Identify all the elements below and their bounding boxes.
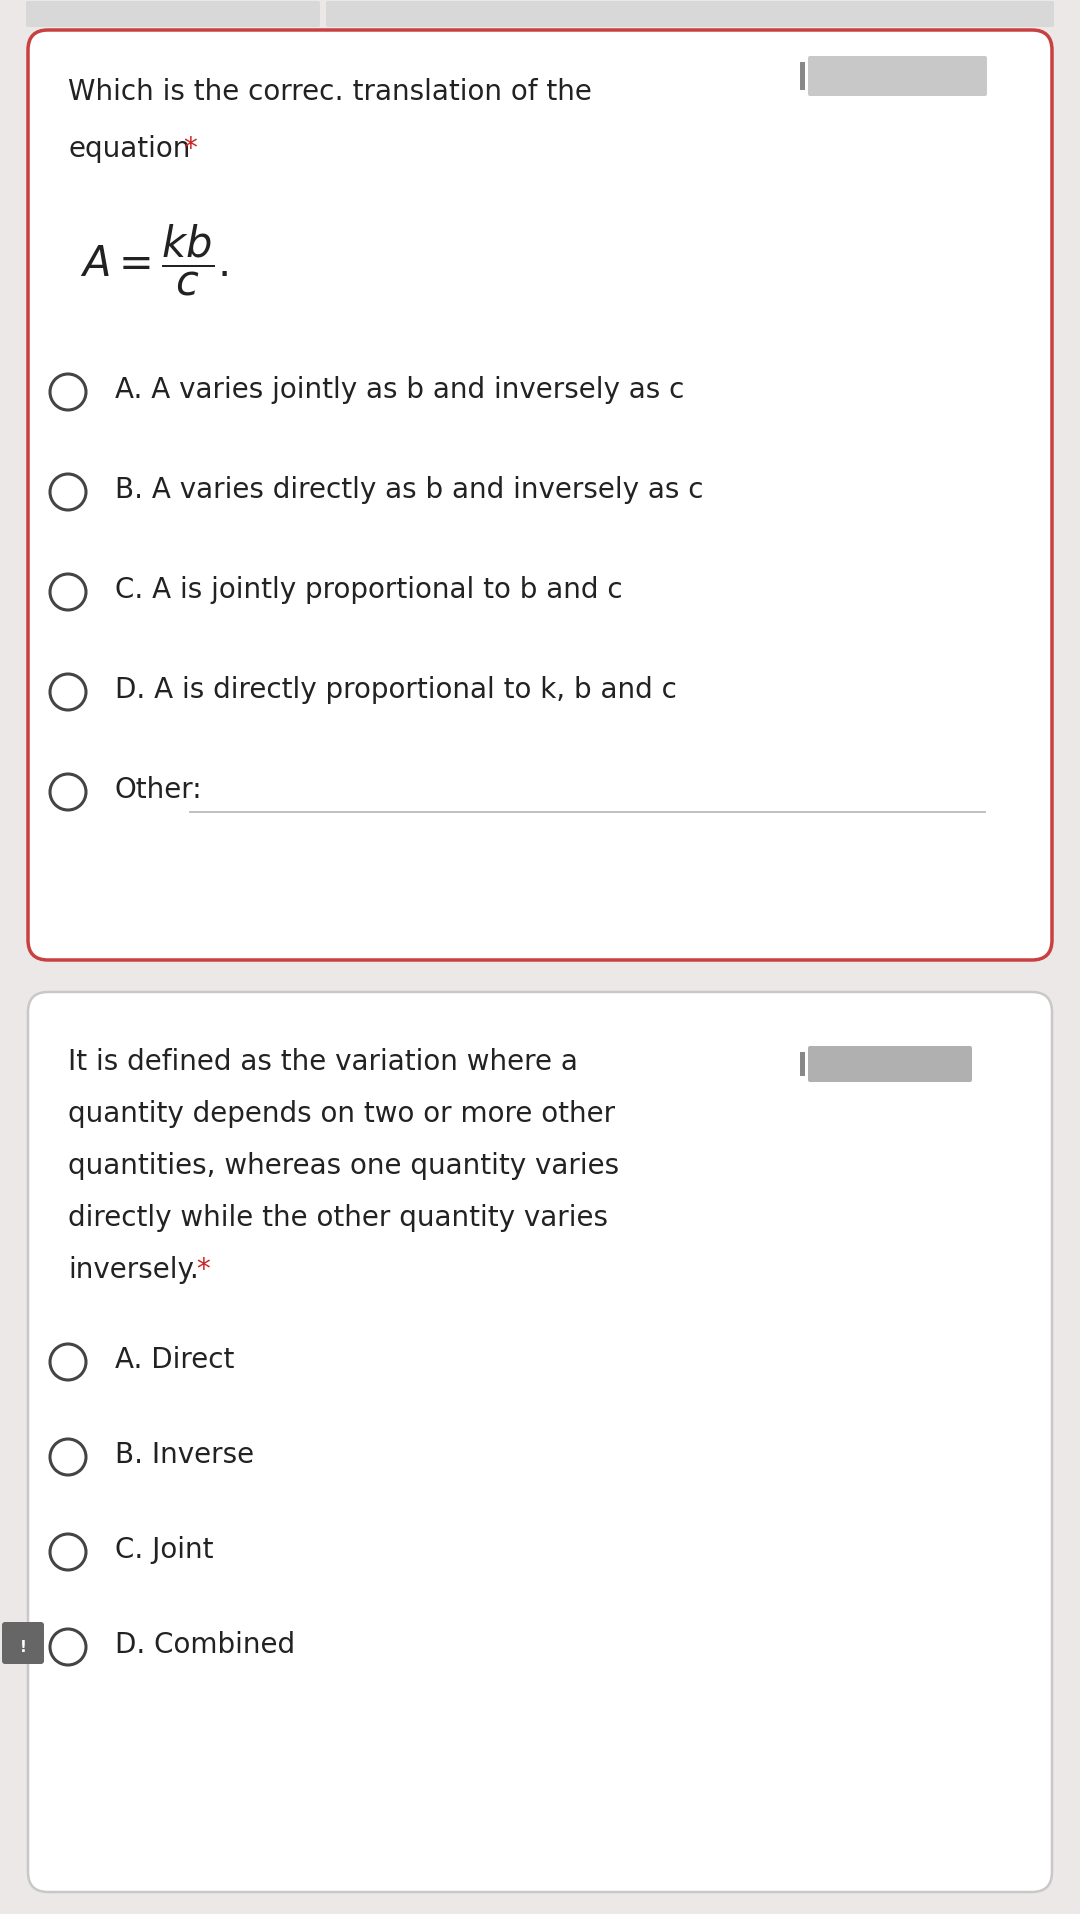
Text: D. Combined: D. Combined xyxy=(114,1631,295,1659)
FancyBboxPatch shape xyxy=(2,1621,44,1663)
Text: B. A varies directly as b and inversely as c: B. A varies directly as b and inversely … xyxy=(114,477,703,503)
Text: directly while the other quantity varies: directly while the other quantity varies xyxy=(68,1204,608,1233)
Bar xyxy=(800,1053,805,1076)
FancyBboxPatch shape xyxy=(26,2,320,27)
Text: A. Direct: A. Direct xyxy=(114,1346,234,1374)
Text: C. A is jointly proportional to b and c: C. A is jointly proportional to b and c xyxy=(114,576,623,605)
FancyBboxPatch shape xyxy=(808,56,987,96)
FancyBboxPatch shape xyxy=(28,31,1052,961)
Bar xyxy=(800,61,805,90)
Text: quantities, whereas one quantity varies: quantities, whereas one quantity varies xyxy=(68,1152,619,1181)
Text: C. Joint: C. Joint xyxy=(114,1537,214,1564)
Text: Which is the correc․ translation of the: Which is the correc․ translation of the xyxy=(68,78,592,105)
FancyBboxPatch shape xyxy=(28,991,1052,1893)
Text: quantity depends on two or more other: quantity depends on two or more other xyxy=(68,1101,616,1127)
Text: *: * xyxy=(183,136,197,163)
Text: It is defined as the variation where a: It is defined as the variation where a xyxy=(68,1049,578,1076)
Text: A. A varies jointly as b and inversely as c: A. A varies jointly as b and inversely a… xyxy=(114,375,685,404)
Text: equation: equation xyxy=(68,136,190,163)
Text: inversely.: inversely. xyxy=(68,1256,199,1284)
Text: !: ! xyxy=(19,1640,26,1654)
FancyBboxPatch shape xyxy=(808,1045,972,1081)
FancyBboxPatch shape xyxy=(326,2,1054,27)
Text: Other:: Other: xyxy=(114,775,203,804)
Text: *: * xyxy=(195,1256,210,1284)
Text: B. Inverse: B. Inverse xyxy=(114,1441,254,1470)
Text: $\mathit{A} = \dfrac{kb}{c}.$: $\mathit{A} = \dfrac{kb}{c}.$ xyxy=(80,222,228,297)
Text: D. A is directly proportional to k, b and c: D. A is directly proportional to k, b an… xyxy=(114,676,677,704)
